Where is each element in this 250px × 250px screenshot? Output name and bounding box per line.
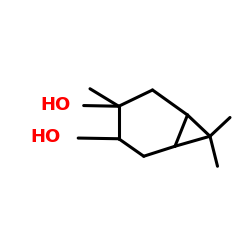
Text: HO: HO <box>30 128 60 146</box>
Text: HO: HO <box>40 96 70 114</box>
